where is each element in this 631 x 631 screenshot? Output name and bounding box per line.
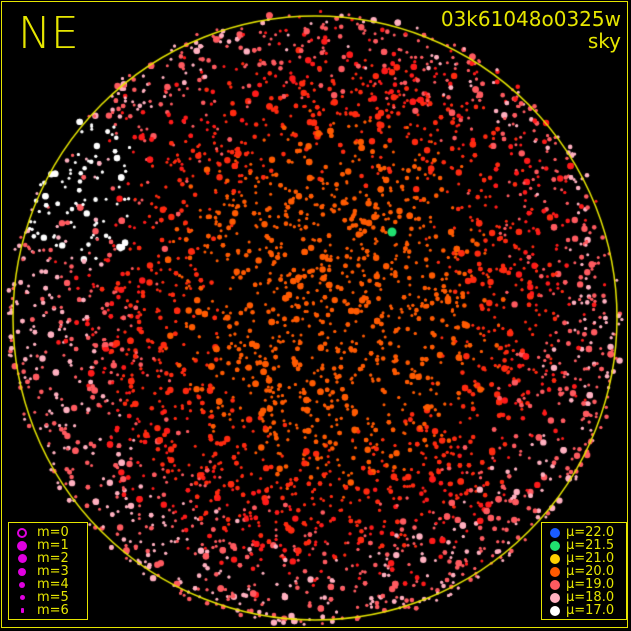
- magnitude-symbol-icon: [17, 540, 27, 551]
- brightness-legend-item: μ=17.0: [548, 604, 620, 617]
- magnitude-legend-item: m=2: [15, 552, 81, 565]
- magnitude-legend-item: m=0: [15, 526, 81, 539]
- brightness-swatch-icon: [550, 527, 560, 538]
- magnitude-legend-label: m=1: [37, 537, 69, 553]
- brightness-legend-label: μ=21.5: [566, 537, 615, 553]
- brightness-legend-item: μ=18.0: [548, 591, 620, 604]
- magnitude-symbol-icon: [20, 608, 24, 613]
- magnitude-legend-item: m=1: [15, 539, 81, 552]
- magnitude-legend-label: m=6: [37, 602, 69, 618]
- magnitude-legend-item: m=6: [15, 604, 81, 617]
- brightness-swatch-icon: [550, 592, 560, 603]
- magnitude-legend-label: m=4: [37, 576, 69, 592]
- brightness-swatch-icon: [550, 605, 560, 616]
- brightness-swatch-icon: [550, 553, 560, 564]
- brightness-legend-item: μ=20.0: [548, 565, 620, 578]
- brightness-legend-label: μ=17.0: [566, 602, 615, 618]
- magnitude-symbol-icon: [19, 595, 25, 600]
- direction-label: NE: [18, 8, 79, 59]
- brightness-legend-label: μ=18.0: [566, 589, 615, 605]
- magnitude-symbol-icon: [17, 554, 27, 563]
- image-type: sky: [587, 29, 621, 53]
- magnitude-legend-item: m=5: [15, 591, 81, 604]
- magnitude-symbol-icon: [17, 527, 27, 538]
- brightness-swatch-icon: [550, 540, 560, 551]
- brightness-swatch-icon: [550, 566, 560, 577]
- magnitude-legend-label: m=3: [37, 563, 69, 579]
- magnitude-symbol-icon: [19, 581, 25, 588]
- image-id: 03k61048o0325w: [440, 7, 621, 31]
- brightness-legend-label: μ=20.0: [566, 563, 615, 579]
- magnitude-legend-label: m=5: [37, 589, 69, 605]
- magnitude-legend-label: m=0: [37, 524, 69, 540]
- brightness-legend-item: μ=22.0: [548, 526, 620, 539]
- brightness-legend-item: μ=21.0: [548, 552, 620, 565]
- brightness-legend-label: μ=22.0: [566, 524, 615, 540]
- brightness-legend-label: μ=19.0: [566, 576, 615, 592]
- brightness-legend-label: μ=21.0: [566, 550, 615, 566]
- brightness-legend: μ=22.0 μ=21.5 μ=21.0 μ=20.0 μ=19.0 μ=18.0 μ=17…: [541, 522, 627, 620]
- brightness-swatch-icon: [550, 579, 560, 590]
- magnitude-legend-item: m=4: [15, 578, 81, 591]
- magnitude-legend-label: m=2: [37, 550, 69, 566]
- brightness-legend-item: μ=21.5: [548, 539, 620, 552]
- magnitude-symbol-icon: [18, 567, 26, 576]
- magnitude-legend: m=0 m=1 m=2 m=3 m=4 m=5 m=6: [8, 522, 88, 620]
- title-block: 03k61048o0325w sky: [441, 8, 621, 52]
- magnitude-legend-item: m=3: [15, 565, 81, 578]
- brightness-legend-item: μ=19.0: [548, 578, 620, 591]
